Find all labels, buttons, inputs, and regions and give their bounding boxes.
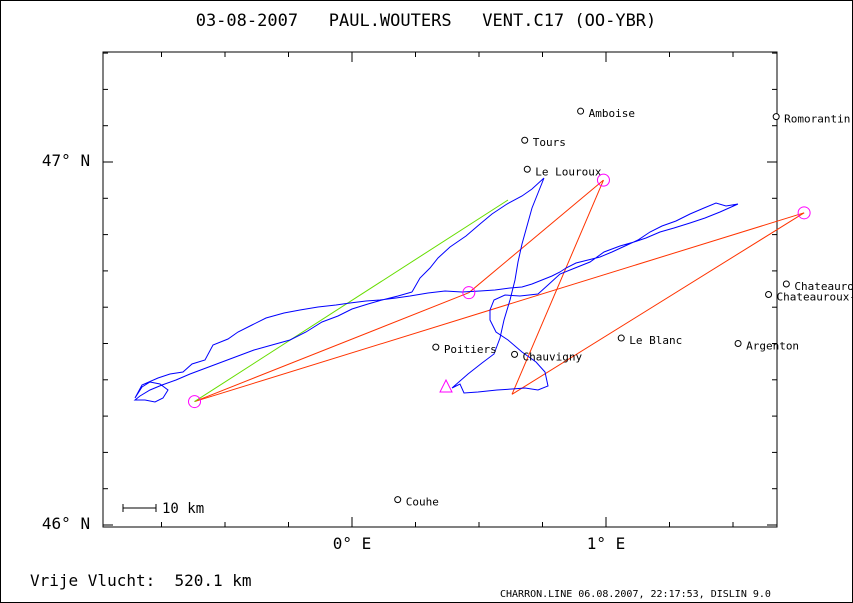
task-leg-line: [511, 212, 805, 395]
town-label: Couhe: [406, 496, 439, 509]
scale-bar: 10 km: [122, 501, 204, 517]
town-marker: Tours: [521, 136, 566, 149]
scale-bar-label: 10 km: [162, 501, 204, 517]
start-marker: [439, 378, 453, 393]
distance-readout: Vrije Vlucht: 520.1 km: [30, 571, 252, 590]
town-label: Poitiers: [444, 343, 497, 356]
town-dot-icon: [765, 290, 773, 298]
town-label: Chauvigny: [523, 350, 583, 363]
town-label: Tours: [533, 136, 566, 149]
turnpoint-circle-icon: [188, 395, 202, 409]
town-marker: Couhe: [394, 496, 439, 509]
task-leg-line: [194, 212, 805, 403]
town-dot-icon: [577, 107, 585, 115]
town-label: Le Blanc: [629, 334, 682, 347]
turnpoints-layer: [188, 173, 811, 409]
lon-label-0: 0° E: [333, 534, 372, 553]
lat-label-47: 47° N: [42, 151, 90, 170]
town-marker: Romorantin: [772, 113, 850, 126]
task-legs: [194, 179, 805, 403]
town-dot-icon: [394, 496, 402, 504]
town-marker: Chateauroux-Villers: [765, 290, 853, 303]
town-dot-icon: [734, 340, 742, 347]
town-dot-icon: [617, 334, 625, 342]
town-label: Chateauroux-Villers: [777, 290, 853, 303]
turnpoint-circle-icon: [797, 206, 811, 220]
town-label: Chateauroux-Deols: [794, 280, 853, 293]
town-label: Argenton: [746, 340, 799, 353]
town-dot-icon: [432, 343, 440, 351]
lon-label-1: 1° E: [587, 534, 626, 553]
town-marker: Poitiers: [432, 343, 497, 356]
town-dot-icon: [772, 113, 780, 121]
town-label: Amboise: [589, 107, 635, 120]
town-dot-icon: [511, 350, 519, 358]
closing-leg-line: [194, 199, 509, 403]
flight-track: [133, 177, 739, 403]
turnpoint-circle-icon: [596, 173, 610, 187]
plot-frame: [102, 51, 778, 528]
turnpoint-circle-icon: [462, 286, 476, 300]
credits-line: CHARRON.LINE 06.08.2007, 22:17:53, DISLI…: [500, 589, 771, 600]
town-marker: Chauvigny: [511, 350, 583, 363]
lat-label-46: 46° N: [42, 514, 90, 533]
task-leg-line: [468, 179, 604, 294]
task-leg-line: [511, 179, 604, 395]
town-marker: Le Blanc: [617, 334, 682, 347]
task-leg-line: [194, 292, 470, 403]
town-marker: Argenton: [734, 340, 799, 353]
town-marker: Le Louroux: [523, 165, 602, 178]
town-label: Romorantin: [784, 113, 850, 126]
town-dot-icon: [521, 136, 529, 144]
town-dot-icon: [523, 165, 531, 173]
town-dot-icon: [782, 280, 790, 288]
town-marker: Amboise: [577, 107, 635, 120]
town-label: Le Louroux: [535, 165, 602, 178]
axis-ticks: [103, 52, 777, 527]
towns-layer: Amboise Tours Romorantin Le Louroux Chateaur…: [394, 107, 853, 509]
town-marker: Chateauroux-Deols: [782, 280, 853, 293]
page-title: 03-08-2007 PAUL.WOUTERS VENT.C17 (OO-YBR…: [196, 11, 657, 31]
